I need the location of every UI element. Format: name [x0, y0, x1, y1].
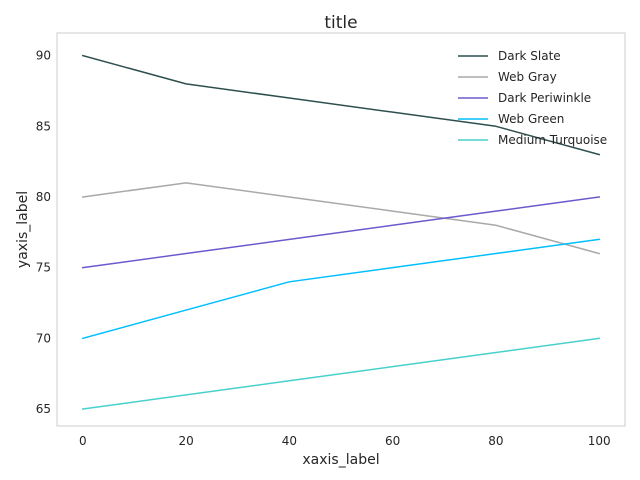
y-tick-label: 85 — [36, 119, 51, 133]
legend-label: Web Gray — [498, 70, 557, 84]
x-tick-label: 80 — [488, 434, 503, 448]
y-axis-label: yaxis_label — [15, 191, 31, 268]
series-line-web-green — [81, 238, 601, 340]
chart-title: title — [324, 13, 357, 33]
legend-label: Web Green — [498, 112, 564, 126]
series-line-medium-turquoise — [81, 337, 601, 410]
x-tick-label: 20 — [178, 434, 193, 448]
legend-label: Medium Turquoise — [498, 133, 607, 147]
x-tick-label: 100 — [588, 434, 611, 448]
series-line-dark-slate — [81, 54, 601, 156]
series-line-dark-periwinkle — [81, 196, 601, 269]
plot-frame — [56, 32, 626, 427]
x-tick-labels: 0 20 40 60 80 100 — [79, 434, 611, 448]
legend-label: Dark Slate — [498, 49, 561, 63]
series-line-web-gray — [81, 182, 601, 255]
x-tick-label: 0 — [79, 434, 87, 448]
y-tick-label: 75 — [36, 261, 51, 275]
x-axis-label: xaxis_label — [302, 452, 379, 468]
legend-label: Dark Periwinkle — [498, 91, 591, 105]
series-lines — [81, 54, 601, 410]
y-tick-label: 70 — [36, 331, 51, 345]
y-tick-labels: 65 70 75 80 85 90 — [36, 49, 51, 416]
y-tick-label: 80 — [36, 190, 51, 204]
y-tick-label: 65 — [36, 402, 51, 416]
x-tick-label: 40 — [282, 434, 297, 448]
x-tick-label: 60 — [385, 434, 400, 448]
legend: Dark Slate Web Gray Dark Periwinkle Web Gre… — [458, 49, 607, 147]
y-tick-label: 90 — [36, 49, 51, 63]
